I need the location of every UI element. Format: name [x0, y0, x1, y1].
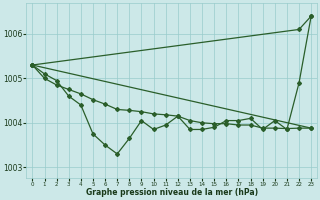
X-axis label: Graphe pression niveau de la mer (hPa): Graphe pression niveau de la mer (hPa) — [86, 188, 258, 197]
